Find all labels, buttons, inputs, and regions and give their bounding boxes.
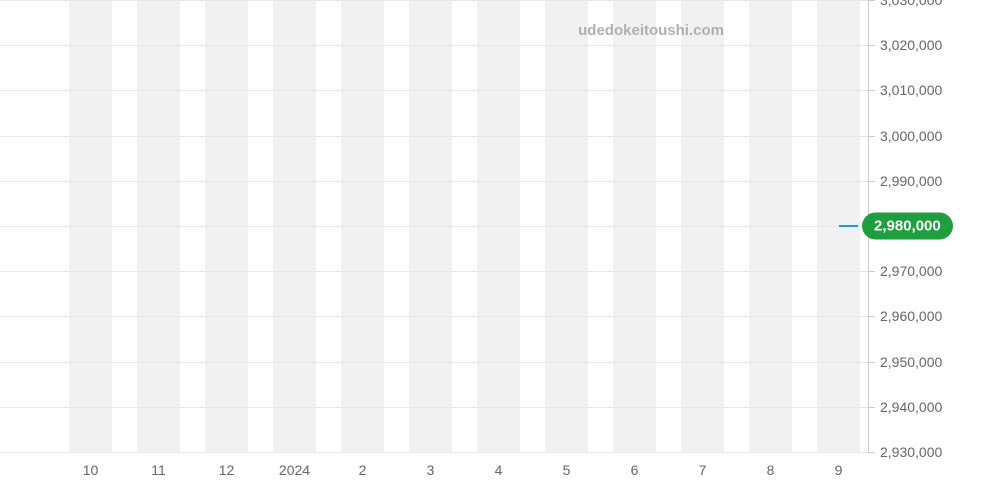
gridline: [0, 362, 868, 363]
x-axis-label: 2024: [279, 462, 310, 478]
y-tick: [868, 136, 875, 137]
price-chart: udedokeitoushi.com 2,930,000 2,940,000 2,9…: [0, 0, 1000, 500]
y-axis-label: 2,940,000: [880, 399, 942, 415]
gridline: [0, 45, 868, 46]
x-axis-label: 8: [767, 462, 775, 478]
gridline: [0, 226, 868, 227]
y-axis-label: 2,950,000: [880, 354, 942, 370]
y-tick: [868, 407, 875, 408]
x-axis-label: 6: [631, 462, 639, 478]
x-axis-label: 12: [219, 462, 235, 478]
gridline: [0, 90, 868, 91]
y-tick: [868, 452, 875, 453]
y-tick: [868, 362, 875, 363]
x-axis-label: 5: [563, 462, 571, 478]
y-axis-label: 3,000,000: [880, 128, 942, 144]
gridline: [0, 271, 868, 272]
y-axis-label: 2,930,000: [880, 444, 942, 460]
y-axis-label: 2,960,000: [880, 308, 942, 324]
x-axis-label: 10: [83, 462, 99, 478]
y-axis-label: 2,970,000: [880, 263, 942, 279]
gridline: [0, 136, 868, 137]
price-line: [839, 225, 858, 227]
y-axis-label: 3,020,000: [880, 37, 942, 53]
x-axis-label: 3: [427, 462, 435, 478]
y-axis-label: 3,030,000: [880, 0, 942, 8]
y-axis-label: 2,990,000: [880, 173, 942, 189]
y-tick: [868, 181, 875, 182]
x-axis-label: 7: [699, 462, 707, 478]
gridline: [0, 181, 868, 182]
gridline: [0, 0, 868, 1]
gridline: [0, 316, 868, 317]
gridline: [0, 452, 868, 453]
y-tick: [868, 0, 875, 1]
x-axis-label: 2: [359, 462, 367, 478]
plot-area: udedokeitoushi.com: [0, 0, 868, 452]
x-axis-label: 11: [151, 462, 166, 478]
y-tick: [868, 45, 875, 46]
gridline: [0, 407, 868, 408]
watermark: udedokeitoushi.com: [578, 22, 724, 39]
current-price-badge: 2,980,000: [862, 213, 953, 240]
y-tick: [868, 316, 875, 317]
y-tick: [868, 90, 875, 91]
y-tick: [868, 271, 875, 272]
x-axis-label: 9: [835, 462, 843, 478]
x-axis-label: 4: [495, 462, 503, 478]
y-axis-label: 3,010,000: [880, 82, 942, 98]
